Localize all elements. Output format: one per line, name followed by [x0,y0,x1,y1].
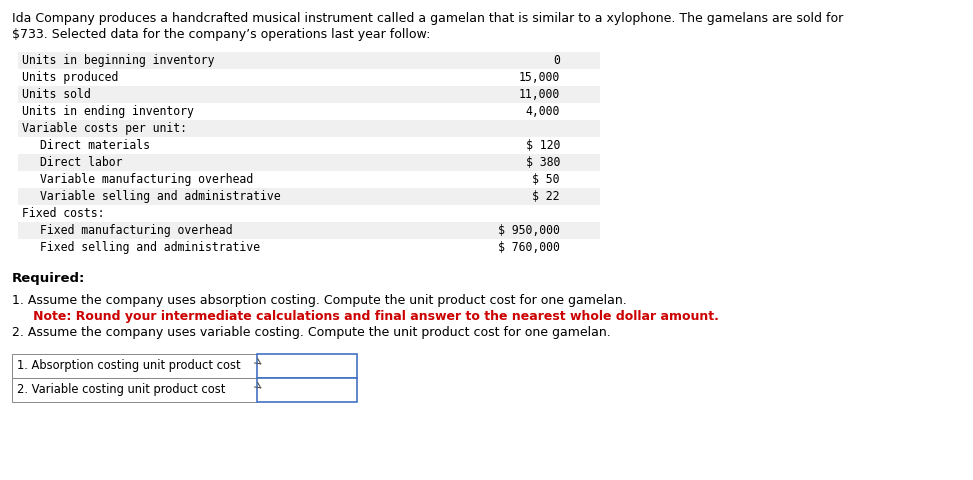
Text: Direct labor: Direct labor [40,156,123,169]
Text: 11,000: 11,000 [519,88,560,101]
Bar [18,239,600,256]
Bar [18,120,600,137]
Bar [18,137,600,154]
Text: 1. Absorption costing unit product cost: 1. Absorption costing unit product cost [17,360,240,372]
Text: Ida Company produces a handcrafted musical instrument called a gamelan that is s: Ida Company produces a handcrafted music… [12,12,844,25]
Text: Note: Round your intermediate calculations and final answer to the nearest whole: Note: Round your intermediate calculatio… [20,310,719,323]
Text: $ 380: $ 380 [525,156,560,169]
Text: Fixed selling and administrative: Fixed selling and administrative [40,241,260,254]
Bar [18,171,600,188]
Bar [18,222,600,239]
Text: 2. Variable costing unit product cost: 2. Variable costing unit product cost [17,384,226,396]
Bar [12,354,257,378]
Text: $ 120: $ 120 [525,139,560,152]
Text: Units in ending inventory: Units in ending inventory [22,105,194,118]
Text: $ 50: $ 50 [532,173,560,186]
Text: $ 22: $ 22 [532,190,560,203]
Bar [257,378,357,402]
Text: Direct materials: Direct materials [40,139,150,152]
Bar [18,103,600,120]
Text: 1. Assume the company uses absorption costing. Compute the unit product cost for: 1. Assume the company uses absorption co… [12,294,627,307]
Text: 0: 0 [553,54,560,67]
Bar [18,69,600,86]
Text: 15,000: 15,000 [519,71,560,84]
Text: Variable selling and administrative: Variable selling and administrative [40,190,280,203]
Text: Fixed costs:: Fixed costs: [22,207,104,220]
Bar [18,188,600,205]
Text: Units produced: Units produced [22,71,119,84]
Bar [18,205,600,222]
Text: $ 950,000: $ 950,000 [498,224,560,237]
Text: Variable manufacturing overhead: Variable manufacturing overhead [40,173,253,186]
Text: Required:: Required: [12,272,86,285]
Text: 2. Assume the company uses variable costing. Compute the unit product cost for o: 2. Assume the company uses variable cost… [12,326,611,339]
Text: 4,000: 4,000 [525,105,560,118]
Text: Fixed manufacturing overhead: Fixed manufacturing overhead [40,224,233,237]
Bar [12,378,257,402]
Text: $733. Selected data for the company’s operations last year follow:: $733. Selected data for the company’s op… [12,28,430,41]
Bar [18,154,600,171]
Text: $ 760,000: $ 760,000 [498,241,560,254]
Text: Variable costs per unit:: Variable costs per unit: [22,122,187,135]
Bar [18,52,600,69]
Bar [18,86,600,103]
Text: Units sold: Units sold [22,88,90,101]
Text: Units in beginning inventory: Units in beginning inventory [22,54,214,67]
Bar [257,354,357,378]
